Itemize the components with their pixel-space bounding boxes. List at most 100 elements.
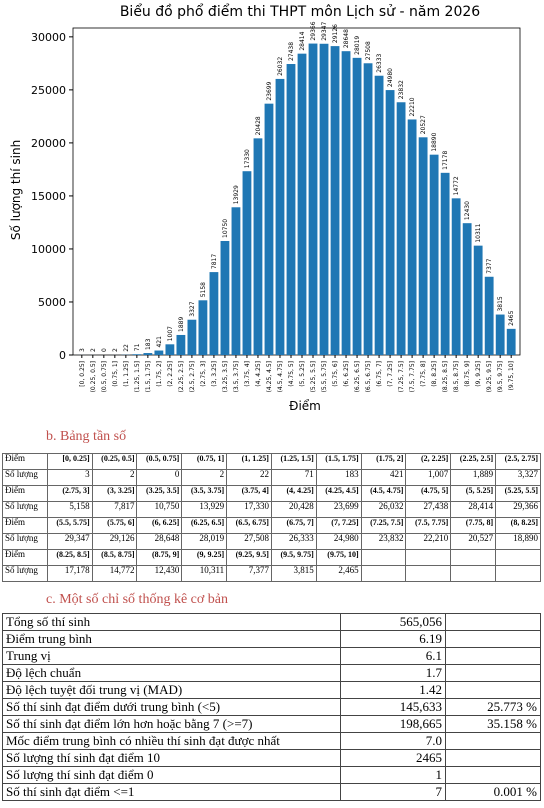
x-tick-label: (9.75, 10] [508, 361, 515, 391]
x-tick-label: (7.75, 8] [420, 361, 427, 387]
bin-cell: (6.25, 6.5] [181, 517, 228, 534]
x-tick-label: (1.25, 1.5] [134, 361, 141, 392]
value-label: 7377 [486, 258, 493, 273]
count-cell: 183 [315, 469, 362, 486]
value-label: 27438 [288, 42, 295, 61]
count-cell: 22 [226, 469, 272, 486]
bar [396, 102, 406, 355]
stats-row: Trung vị 6.1 [2, 647, 541, 665]
bin-cell: (4, 4.25] [270, 485, 317, 502]
bin-cell: (9.75, 10] [315, 549, 362, 566]
x-tick-label: [0, 0.25] [79, 361, 86, 387]
bin-cell: (3.5, 3.75] [181, 485, 228, 502]
count-row: Số lượng 29,347 29,126 28,648 28,019 27,508 26… [2, 533, 541, 550]
bin-cell: (2.25, 2.5] [450, 453, 497, 470]
bar [484, 276, 494, 355]
bin-row: Điểm [0, 0.25] (0.25, 0.5] (0.5, 0.75] (0.75… [2, 453, 541, 470]
x-tick-label: (8.5, 8.75] [453, 361, 460, 392]
y-tick-label: 30000 [31, 31, 66, 44]
x-tick-label: (2.25, 2.5] [178, 361, 185, 392]
count-cell: 3 [46, 469, 93, 486]
x-tick-label: (3.25, 3.5] [222, 361, 229, 392]
stat-value: 1 [340, 766, 446, 784]
stat-label: Điểm trung bình [2, 630, 341, 648]
value-label: 2465 [508, 310, 515, 325]
x-tick-label: (6.75, 7] [376, 361, 383, 387]
bar [132, 354, 142, 355]
x-tick-label: (3.5, 3.75] [233, 361, 240, 392]
count-row: Số lượng 3 2 0 2 22 71 183 421 1,007 1,889 3,327 [2, 469, 541, 486]
bin-cell: (7.25, 7.5] [360, 517, 407, 534]
section-heading: b. Bảng tần số [46, 429, 127, 444]
bar [352, 57, 362, 355]
value-label: 0 [101, 348, 108, 352]
stats-row: Độ lệch chuẩn 1.7 [2, 664, 541, 682]
y-tick-label: 0 [59, 349, 66, 362]
x-tick-label: (5, 5.25] [299, 361, 306, 387]
count-cell: 18,890 [495, 533, 541, 550]
value-label: 23832 [398, 80, 405, 99]
bar [319, 43, 329, 355]
bar [473, 245, 483, 355]
bar [264, 103, 274, 355]
value-label: 13929 [233, 185, 240, 204]
stat-percent [445, 647, 541, 665]
bar [198, 300, 208, 355]
bin-cell: (1.25, 1.5] [270, 453, 317, 470]
x-tick-label: (3.75, 4] [244, 361, 251, 387]
y-axis-label: Số lượng thí sinh [9, 140, 23, 240]
count-cell: 26,032 [360, 501, 407, 518]
chart-title: Biểu đồ phổ điểm thi THPT môn Lịch sử - … [120, 3, 480, 20]
empty-cell [495, 565, 541, 582]
bar [209, 272, 219, 355]
row-label: Điểm [2, 517, 48, 534]
bin-cell: (0.75, 1] [181, 453, 228, 470]
value-label: 17178 [442, 151, 449, 170]
x-tick-label: (0.25, 0.5] [90, 361, 97, 392]
row-label: Điểm [2, 453, 48, 470]
bin-row: Điểm (2.75, 3] (3, 3.25] (3.25, 3.5] (3.5, 3… [2, 485, 541, 502]
bar [440, 172, 450, 355]
value-label: 18890 [431, 132, 438, 151]
bin-cell: (5, 5.25] [450, 485, 497, 502]
x-tick-label: (9.25, 9.5] [486, 361, 493, 392]
bin-cell: [0, 0.25] [46, 453, 93, 470]
stat-percent [445, 681, 541, 699]
bar [506, 328, 516, 355]
count-cell: 26,333 [270, 533, 317, 550]
row-label: Số lượng [2, 501, 48, 518]
count-cell: 23,699 [315, 501, 362, 518]
value-label: 28414 [299, 31, 306, 50]
stats-row: Mốc điểm trung bình có nhiều thí sinh đạ… [2, 732, 541, 750]
bar [143, 353, 153, 355]
y-tick-label: 20000 [31, 137, 66, 150]
value-label: 421 [156, 336, 163, 348]
stat-value: 6.1 [340, 647, 446, 665]
stat-percent: 0.001 % [445, 783, 541, 801]
value-label: 12430 [464, 201, 471, 220]
value-label: 26333 [376, 53, 383, 72]
bin-cell: (0.25, 0.5] [91, 453, 138, 470]
bar [451, 198, 461, 355]
stats-row: Số thí sinh đạt điểm <=1 7 0.001 % [2, 783, 541, 801]
count-cell: 3,327 [495, 469, 541, 486]
stat-value: 7.0 [340, 732, 446, 750]
x-tick-label: (9, 9.25] [475, 361, 482, 387]
count-cell: 421 [360, 469, 407, 486]
bin-cell: (3.75, 4] [226, 485, 272, 502]
bar [253, 138, 263, 355]
value-label: 10750 [222, 219, 229, 238]
x-tick-label: (4.25, 4.5] [266, 361, 273, 392]
stat-percent [445, 613, 541, 631]
x-tick-label: (7.5, 7.75] [409, 361, 416, 392]
value-label: 29347 [321, 22, 328, 41]
bar [330, 46, 340, 355]
stat-value: 1.7 [340, 664, 446, 682]
x-tick-label: (6.5, 6.75] [365, 361, 372, 392]
bar [374, 75, 384, 356]
bin-cell: (5.75, 6] [91, 517, 138, 534]
count-cell: 27,438 [405, 501, 452, 518]
stats-table: Tổng số thí sinh 565,056 Điểm trung bình 6.… [2, 613, 541, 801]
